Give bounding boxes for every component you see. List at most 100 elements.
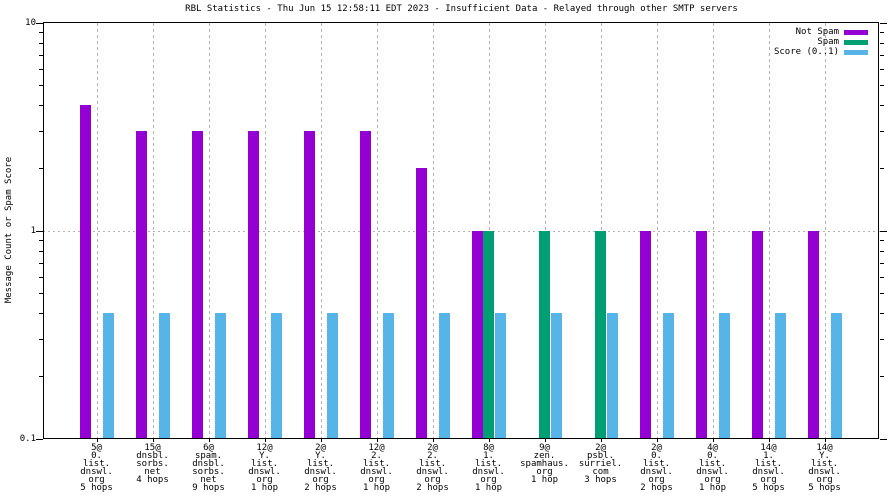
x-category-label-line: 2@: [315, 443, 326, 453]
x-category-label-line: org: [648, 475, 665, 485]
y-tick-minor: [39, 167, 43, 169]
gridline-category: [96, 22, 98, 439]
x-category-label-line: list.: [306, 459, 335, 469]
y-tick-major: [36, 438, 43, 440]
y-tick-minor: [39, 42, 43, 44]
x-category-label-line: spamhaus.: [520, 459, 569, 469]
x-category-label-line: org: [816, 475, 833, 485]
x-category-label-line: zen.: [533, 451, 556, 461]
gridline-category: [320, 22, 322, 439]
x-category-label-line: dnsbl.: [136, 451, 169, 461]
legend-swatch-not-spam: [844, 29, 868, 35]
x-category-label-line: list.: [754, 459, 783, 469]
x-category-label-line: list.: [82, 459, 111, 469]
x-tick: [768, 438, 770, 442]
x-tick: [208, 438, 210, 442]
bar-spam: [483, 230, 494, 439]
y-tick-minor: [879, 339, 884, 341]
x-category-label-line: sorbs.: [136, 459, 169, 469]
x-category-label: 12@ Y. list. dnswl. org 1 hop: [235, 443, 295, 493]
x-category-label: 14@ Y. list. dnswl. org 5 hops: [795, 444, 855, 493]
x-category-label-line: org: [368, 475, 385, 485]
y-tick-minor: [39, 68, 43, 70]
x-category-label-line: 15@: [144, 443, 161, 453]
x-category-label-line: dnswl.: [696, 467, 729, 477]
bar-score-0-1: [607, 313, 618, 439]
x-tick: [152, 438, 154, 442]
x-category-label: 5@ 0. list. dnswl. org 5 hops: [67, 444, 127, 493]
gridline-category: [152, 22, 154, 439]
y-tick-label: 10: [25, 17, 36, 28]
x-tick: [824, 438, 826, 442]
x-category-label-line: 5 hops: [808, 483, 841, 493]
x-category-label: 2@ psbl. surriel. com 3 hops: [571, 444, 631, 485]
bar-score-0-1: [719, 313, 730, 439]
y-tick-minor: [39, 32, 43, 34]
x-category-label: 12@ 2. list. dnswl. org 1 hop: [347, 444, 407, 493]
gridline-category: [264, 22, 266, 439]
x-category-label-line: org: [424, 475, 441, 485]
x-category-label-line: dnswl.: [360, 467, 393, 477]
x-category-label-line: org: [312, 475, 329, 485]
x-category-label-line: org: [704, 475, 721, 485]
x-category-label-line: 5 hops: [80, 483, 113, 493]
x-category-label-line: 12@: [256, 443, 273, 453]
x-category-label-line: 6@: [203, 443, 214, 453]
bar-spam: [595, 230, 606, 439]
x-tick: [656, 438, 658, 442]
x-category-label-line: list.: [698, 459, 727, 469]
x-category-label-line: 2@: [651, 443, 662, 453]
y-tick-minor: [39, 293, 43, 295]
y-tick-minor: [879, 85, 884, 87]
x-category-label-line: dnswl.: [472, 467, 505, 477]
x-category-label-line: net: [200, 475, 217, 485]
y-tick-minor: [879, 250, 884, 252]
x-category-label-line: sorbs.: [192, 467, 225, 477]
bar-not-spam: [471, 230, 483, 439]
gridline-y-1: [43, 231, 880, 232]
bar-score-0-1: [775, 313, 786, 439]
bar-score-0-1: [327, 313, 338, 439]
x-category-label-line: Y.: [315, 451, 326, 461]
legend-label-score-0-1: Score (0..1): [773, 47, 839, 57]
x-category-label: 2@ Y. list. dnswl. org 2 hops: [291, 443, 351, 493]
legend-label-spam: Spam: [817, 37, 839, 47]
bar-not-spam: [695, 230, 707, 439]
x-category-label-line: 1.: [763, 451, 774, 461]
x-category-label-line: com: [592, 467, 609, 477]
y-tick-minor: [879, 293, 884, 295]
gridline-category: [824, 22, 826, 439]
bar-score-0-1: [103, 313, 114, 439]
gridline-category: [712, 22, 714, 439]
x-tick: [712, 438, 714, 442]
x-tick: [264, 438, 266, 442]
x-category-label-line: 9 hops: [192, 483, 225, 493]
x-category-label: 4@ 0. list. dnswl. org 1 hop: [683, 444, 743, 493]
chart-title: RBL Statistics - Thu Jun 15 12:58:11 EDT…: [185, 4, 738, 14]
x-category-label-line: 1 hop: [698, 483, 727, 493]
bar-not-spam: [79, 105, 91, 439]
x-category-label-line: list.: [642, 459, 671, 469]
x-category-label-line: dnswl.: [752, 467, 785, 477]
bar-score-0-1: [551, 313, 562, 439]
x-category-label-line: dnswl.: [416, 467, 449, 477]
x-category-label-line: list.: [810, 459, 839, 469]
x-category-label-line: list.: [418, 459, 447, 469]
bar-not-spam: [359, 131, 371, 439]
x-category-label-line: 9@: [539, 443, 550, 453]
bar-not-spam: [751, 230, 763, 439]
x-category-label-line: 1 hop: [362, 483, 391, 493]
y-tick-minor: [39, 375, 43, 377]
x-tick: [600, 438, 602, 442]
y-tick-minor: [879, 105, 884, 107]
x-category-label-line: list.: [250, 459, 279, 469]
x-category-label-line: 2 hops: [640, 483, 673, 493]
y-tick-minor: [879, 68, 884, 70]
x-category-label-line: 3 hops: [584, 475, 617, 485]
x-category-label-line: list.: [474, 459, 503, 469]
y-tick-minor: [879, 313, 884, 315]
x-category-label-line: 0.: [707, 451, 718, 461]
x-category-label-line: org: [760, 475, 777, 485]
x-category-label-line: dnswl.: [304, 467, 337, 477]
x-category-label-line: 0.: [651, 451, 662, 461]
